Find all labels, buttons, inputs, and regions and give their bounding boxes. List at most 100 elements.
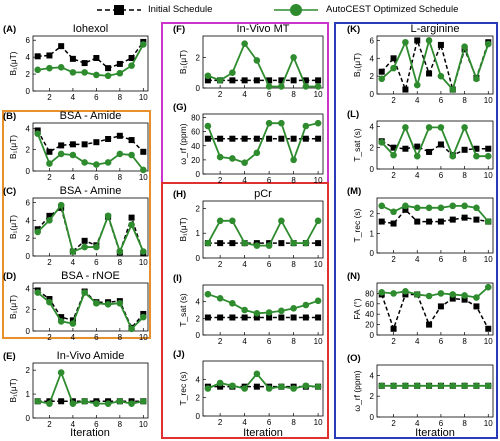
panel-k-ytick-label-0: 0 <box>370 90 375 99</box>
panel-h-initial-point-10 <box>315 240 322 247</box>
panel-m-ylabel: T_rec (s) <box>352 208 362 242</box>
panel-e-xtick-label-2: 6 <box>94 420 99 429</box>
panel-j-optimized-point-10 <box>314 383 322 390</box>
panel-h-initial-point-3 <box>229 240 236 247</box>
panel-o-optimized-point-7 <box>449 382 457 390</box>
panel-o-xtick-label-4: 10 <box>484 419 493 428</box>
panel-a-optimized-point-2 <box>46 64 53 72</box>
panel-i-optimized-point-2 <box>216 295 224 302</box>
panel-g-optimized-point-8 <box>290 156 297 164</box>
panel-k-optimized-point-2 <box>390 64 397 72</box>
panel-k-ytick-label-3: 6 <box>370 36 375 45</box>
panel-o-optimized-point-8 <box>461 382 468 390</box>
panel-d-xtick-label-2: 6 <box>94 333 99 342</box>
panel-g-xtick-label-1: 4 <box>242 176 247 185</box>
xlabel-col-1: Iteration <box>70 427 110 439</box>
panel-i-optimized-point-10 <box>314 297 322 305</box>
panel-b-initial-point-2 <box>46 148 53 155</box>
panel-a-optimized-point-6 <box>93 71 100 79</box>
panel-i-initial-point-4 <box>241 314 248 321</box>
panel-n-optimized-point-2 <box>390 290 397 297</box>
panel-m-xtick-label-4: 10 <box>484 255 493 264</box>
panel-a-ytick-label-2: 4 <box>26 53 31 62</box>
panel-b-initial-point-6 <box>93 139 100 146</box>
panel-m-initial-point-5 <box>426 218 433 225</box>
panel-c-ytick-label-2: 4 <box>26 216 31 225</box>
panel-h-initial-point-2 <box>217 240 224 247</box>
panel-j-optimized-point-7 <box>278 383 285 390</box>
legend-optimized-label: AutoCEST Optimized Schedule <box>326 4 459 15</box>
panel-m-xtick-label-0: 2 <box>391 255 396 264</box>
panel-h-optimized-line <box>207 218 319 247</box>
panel-g-xtick-label-0: 2 <box>218 176 223 185</box>
panel-g-optimized-point-7 <box>278 119 285 127</box>
panel-a-optimized-point-8 <box>116 69 124 77</box>
panel-k-optimized-point-10 <box>484 40 492 48</box>
panel-f-xtick-label-4: 10 <box>314 90 323 99</box>
panel-d-letter: (D) <box>3 271 16 282</box>
panel-k-optimized-point-1 <box>378 75 386 83</box>
panel-i-initial-point-1 <box>204 314 211 321</box>
panel-k-initial-point-2 <box>390 55 397 62</box>
panel-f-optimized-point-2 <box>216 77 224 84</box>
group-box-pcr <box>161 182 329 439</box>
panel-c-initial-point-5 <box>81 237 88 244</box>
panel-k-title: L-arginine <box>411 23 460 35</box>
panel-a-initial-point-9 <box>128 55 135 61</box>
panel-f-ytick-label-1: 2 <box>196 53 201 62</box>
panel-b-letter: (B) <box>3 111 16 122</box>
panel-f-initial-point-7 <box>278 77 285 84</box>
panel-d-optimized-point-6 <box>93 299 100 307</box>
panel-m-xtick-label-1: 4 <box>415 255 420 264</box>
panel-b-optimized-point-10 <box>140 166 147 174</box>
panel-a-optimized-point-10 <box>140 41 147 48</box>
panel-j-ytick-label-2: 4 <box>196 375 201 384</box>
panel-n-initial-point-9 <box>473 303 480 310</box>
panel-o-xtick-label-0: 2 <box>391 419 396 428</box>
panel-h-optimized-point-3 <box>229 217 236 225</box>
panel-l-optimized-point-3 <box>402 124 409 131</box>
panel-g-ylabel: ω_rf (ppm) <box>178 123 188 164</box>
panel-a-initial-point-5 <box>81 60 88 67</box>
panel-e-optimized-point-3 <box>57 369 65 376</box>
panel-g-xtick-label-2: 6 <box>267 176 272 185</box>
panel-d-initial-point-3 <box>58 314 65 321</box>
panel-d-optimized-line <box>37 291 144 331</box>
panel-a-xtick-label-0: 2 <box>47 93 52 102</box>
panel-n-xtick-label-0: 2 <box>391 337 396 346</box>
panel-b-optimized-point-8 <box>116 150 124 158</box>
panel-i-optimized-point-8 <box>290 305 297 312</box>
panel-l-ytick-label-0: 0 <box>370 165 375 174</box>
panel-o-ytick-label-0: 0 <box>370 413 375 422</box>
panel-n-optimized-point-7 <box>449 291 457 298</box>
panel-e-ylabel: B₁(μT) <box>8 378 18 402</box>
panel-n-optimized-point-1 <box>378 289 386 296</box>
panel-g-axes <box>202 113 324 175</box>
panel-j-optimized-point-8 <box>290 385 297 392</box>
panel-l-letter: (L) <box>347 109 359 120</box>
panel-h-optimized-point-4 <box>241 239 248 247</box>
panel-g-initial-point-8 <box>290 135 297 142</box>
panel-o-optimized-point-3 <box>402 382 409 390</box>
panel-b-initial-point-9 <box>128 137 135 144</box>
panel-a-letter: (A) <box>3 24 16 35</box>
panel-g-initial-point-7 <box>278 135 285 142</box>
panel-a-optimized-point-1 <box>34 66 41 74</box>
panel-i-optimized-point-1 <box>204 290 212 298</box>
panel-l-optimized-point-8 <box>461 124 468 131</box>
panel-g-initial-point-3 <box>229 135 236 142</box>
panel-c-optimized-point-5 <box>81 243 88 251</box>
panel-l-optimized-line <box>381 125 489 159</box>
panel-j-optimized-point-5 <box>253 370 261 378</box>
panel-m-initial-point-1 <box>378 218 385 225</box>
panel-i-initial-point-7 <box>278 314 285 321</box>
panel-m-initial-point-3 <box>402 206 409 213</box>
panel-b-optimized-point-9 <box>128 151 135 159</box>
legend-initial-marker <box>97 5 141 15</box>
panel-f-optimized-point-6 <box>265 83 273 90</box>
panel-h-xtick-label-3: 8 <box>291 260 296 269</box>
panel-f-initial-point-10 <box>315 77 322 84</box>
panel-n-optimized-point-6 <box>437 290 445 297</box>
panel-e-optimized-point-4 <box>69 400 77 407</box>
